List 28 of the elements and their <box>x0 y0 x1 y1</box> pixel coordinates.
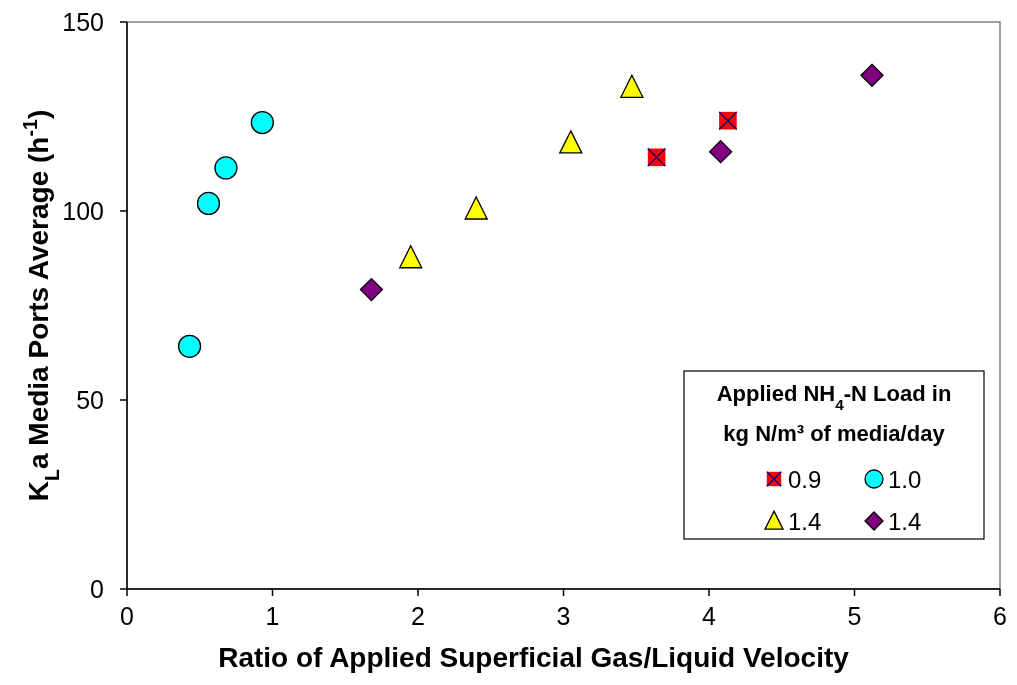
point <box>250 110 274 135</box>
x-axis-title: Ratio of Applied Superficial Gas/Liquid Velocity <box>218 642 850 673</box>
point <box>708 140 733 164</box>
point <box>359 277 384 302</box>
y-tick-label: 50 <box>76 386 104 414</box>
x-tick-label: 2 <box>411 602 425 630</box>
y-tick-label: 0 <box>90 575 104 603</box>
point <box>620 74 644 98</box>
legend-label: 0.9 <box>788 466 822 493</box>
x-tick-label: 5 <box>847 602 862 630</box>
point <box>399 245 423 269</box>
x-tick-label: 3 <box>556 602 571 630</box>
point <box>214 156 238 180</box>
point <box>464 196 488 220</box>
legend-title: Applied NH$_{4}$-N Load in kg N/m³ of media/day <box>716 381 952 446</box>
x-tick-label: 6 <box>993 602 1007 630</box>
x-tick-label: 1 <box>265 602 280 630</box>
legend-label: 1.4 <box>888 508 922 535</box>
point <box>177 334 202 358</box>
point <box>196 191 221 216</box>
y-tick-label: 150 <box>62 8 104 36</box>
point <box>860 63 884 87</box>
legend-label: 1.4 <box>788 508 822 535</box>
point <box>559 130 583 154</box>
x-tick-label: 4 <box>702 602 717 630</box>
y-tick-label: 100 <box>62 197 104 225</box>
x-tick-label: 0 <box>120 602 134 630</box>
legend-label: 1.0 <box>888 466 922 493</box>
